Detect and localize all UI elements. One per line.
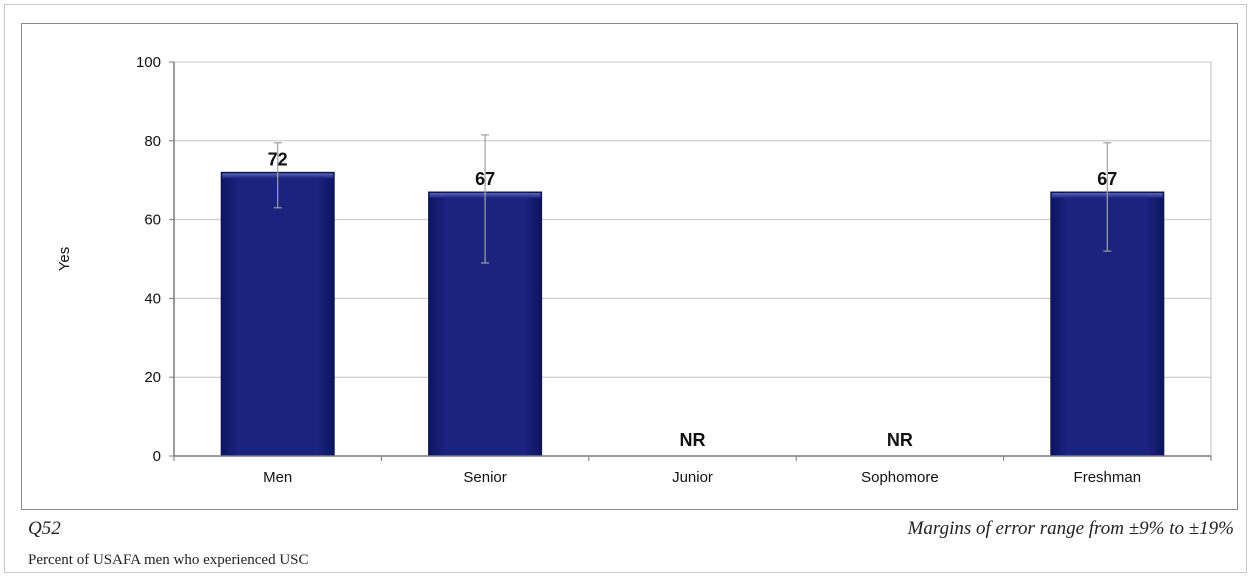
x-tick-label: Sophomore — [861, 469, 939, 486]
x-tick-label: Freshman — [1074, 469, 1142, 486]
y-tick-label: 40 — [144, 290, 161, 307]
y-tick-label: 0 — [153, 448, 161, 465]
x-tick-label: Senior — [463, 469, 506, 486]
chart-description: Percent of USAFA men who experienced USC — [28, 552, 309, 568]
axis-layer: 0 20 40 60 80 100 Yes Men Senior Junior Sophomore F… — [56, 54, 1212, 486]
data-labels-layer: 72 67 NR NR 67 — [268, 149, 1118, 450]
y-tick-label: 100 — [136, 54, 161, 71]
bar — [220, 171, 335, 457]
y-tick-label: 60 — [144, 212, 161, 229]
page-border — [4, 4, 1247, 573]
x-tick-label: Junior — [672, 469, 713, 486]
y-tick-label: 80 — [144, 133, 161, 150]
margin-of-error-note: Margins of error range from ±9% to ±19% — [907, 518, 1234, 539]
data-label: NR — [680, 430, 706, 450]
y-axis-label: Yes — [56, 247, 73, 271]
x-tick-label: Men — [263, 469, 292, 486]
bars-layer — [220, 171, 1165, 457]
y-tick-label: 20 — [144, 369, 161, 386]
data-label: 67 — [1097, 169, 1117, 189]
error-bars-layer — [273, 134, 1112, 264]
data-label: 72 — [268, 149, 288, 169]
bar-chart: 72 67 NR NR 67 0 20 40 60 80 100 Yes Men Senior Junio… — [56, 54, 1212, 486]
question-id: Q52 — [28, 518, 61, 539]
data-label: 67 — [475, 169, 495, 189]
data-label: NR — [887, 430, 913, 450]
chart-frame: 72 67 NR NR 67 0 20 40 60 80 100 Yes Men Senior Junio… — [21, 23, 1238, 510]
